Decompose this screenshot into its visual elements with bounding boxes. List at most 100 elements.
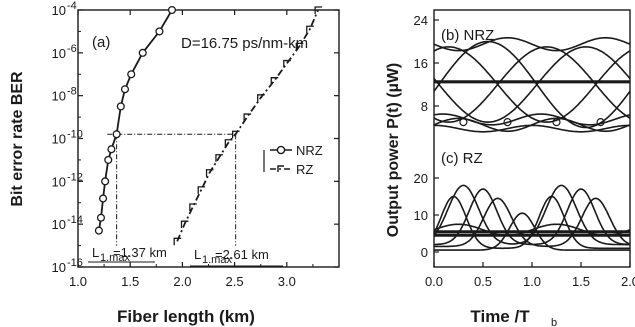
nrz-eye-trace: [433, 46, 631, 123]
rz-data-point: [197, 186, 206, 194]
rz-eye-trace: [434, 212, 630, 251]
eye-x-tick-label: 2.0: [621, 274, 635, 289]
rz-data-point: [257, 94, 265, 102]
rz-data-point: [283, 59, 291, 68]
rz-data-point: [306, 25, 314, 34]
nrz-length-annotation: =1.37 km: [113, 245, 167, 260]
ber-y-tick-exponent: -10: [67, 129, 83, 141]
rz-y-tick-label: 10: [414, 208, 428, 223]
rz-eye-trace: [434, 197, 631, 248]
rz-length-annotation: =2.61 km: [215, 247, 269, 262]
nrz-eye-trace: [433, 36, 631, 52]
panel-b-label: (b) NRZ: [441, 27, 494, 44]
rz-data-point: [231, 130, 240, 139]
nrz-eye-marker: [552, 118, 561, 127]
panel-a-label: (a): [92, 34, 110, 51]
ber-y-tick-label: 10: [52, 260, 66, 275]
ber-y-tick-label: 10: [52, 89, 66, 104]
ber-x-axis-title: Fiber length (km): [117, 307, 255, 326]
rz-y-tick-label: 0: [421, 245, 428, 260]
rz-length-symbol: L: [194, 247, 201, 262]
eye-x-axis-title: Time /T: [470, 307, 530, 326]
nrz-y-tick-label: 16: [414, 56, 428, 71]
rz-data-point: [173, 237, 182, 246]
ber-x-ticks: 1.0 1.5 2.0 2.5 3.0: [69, 10, 314, 289]
nrz-data-point: [120, 85, 130, 94]
eye-ticks: 24 16 8 20 10 0 0.0 0.5 1.0 1.5 2.0: [414, 13, 635, 289]
dispersion-annotation: D=16.75 ps/nm-km: [181, 35, 308, 52]
ber-y-tick-exponent: -4: [67, 0, 77, 12]
ber-y-tick-label: 10: [52, 46, 66, 61]
nrz-eye-trace: [433, 46, 631, 123]
nrz-data-point: [99, 194, 108, 203]
ber-x-tick-label: 2.5: [226, 274, 244, 289]
ber-series: [94, 5, 323, 246]
eye-x-axis-subscript: b: [551, 317, 557, 327]
ber-y-tick-exponent: -14: [67, 214, 83, 226]
ber-y-tick-label: 10: [52, 3, 66, 18]
ber-x-tick-label: 2.0: [173, 274, 191, 289]
series-line-rz: [176, 9, 319, 242]
nrz-data-point: [94, 226, 103, 235]
nrz-y-tick-label: 8: [421, 99, 428, 114]
eye-diagram-panel: 24 16 8 20 10 0 0.0 0.5 1.0 1.5 2.0 (b) NRZ (c) RZ…: [385, 9, 635, 327]
nrz-eye-marker: [596, 118, 605, 127]
nrz-data-point: [96, 213, 106, 222]
nrz-length-sub: 1.max: [100, 252, 130, 264]
legend-rz-marker: [277, 165, 284, 172]
nrz-eye-marker: [503, 118, 512, 127]
ber-y-tick-exponent: -16: [67, 257, 83, 269]
ber-y-tick-exponent: -6: [67, 43, 77, 55]
legend-rz-label: RZ: [296, 162, 313, 177]
nrz-data-point: [104, 155, 113, 164]
nrz-data-point: [127, 70, 136, 79]
panel-c-label: (c) RZ: [441, 150, 483, 167]
legend-nrz-label: NRZ: [296, 143, 323, 158]
nrz-y-tick-label: 24: [414, 13, 428, 28]
ber-y-tick-exponent: -12: [67, 171, 83, 183]
ber-x-tick-label: 3.0: [278, 274, 296, 289]
ber-y-axis-title: Bit error rate BER: [9, 71, 26, 207]
nrz-data-point: [116, 102, 125, 111]
nrz-data-point: [107, 145, 116, 154]
rz-length-sub: 1.max: [202, 254, 232, 266]
rz-eye-trace: [433, 223, 631, 237]
rz-data-point: [205, 169, 214, 177]
nrz-data-point: [138, 48, 147, 57]
rz-data-point: [189, 203, 197, 212]
rz-eye-trace: [433, 184, 630, 246]
legend: NRZ RZ: [263, 143, 323, 177]
eye-traces: [433, 36, 631, 251]
ber-x-tick-label: 1.0: [69, 274, 87, 289]
eye-x-tick-label: 0.0: [425, 274, 443, 289]
ber-y-tick-label: 10: [52, 132, 66, 147]
rz-data-point: [295, 42, 304, 51]
eye-x-tick-label: 1.0: [523, 274, 541, 289]
nrz-data-point: [101, 177, 110, 186]
eye-x-tick-label: 0.5: [474, 274, 492, 289]
rz-eye-trace: [433, 195, 630, 250]
rz-data-point: [270, 77, 279, 85]
eye-x-tick-label: 1.5: [572, 274, 590, 289]
ber-y-tick-label: 10: [52, 174, 66, 189]
reference-lines: [107, 133, 237, 246]
eye-plot-frame: [433, 9, 631, 268]
rz-data-point: [215, 154, 223, 162]
rz-data-point: [243, 113, 252, 122]
nrz-eye-trace: [433, 124, 631, 133]
nrz-data-point: [112, 130, 121, 139]
ber-y-tick-label: 10: [52, 217, 66, 232]
ber-y-tick-exponent: -8: [67, 86, 77, 98]
ber-x-tick-label: 1.5: [121, 274, 139, 289]
nrz-data-point: [155, 27, 164, 36]
rz-data-point: [314, 6, 323, 14]
nrz-eye-trace: [433, 46, 631, 123]
nrz-length-symbol: L: [92, 245, 99, 260]
nrz-eye-marker: [459, 118, 468, 127]
rz-data-point: [224, 139, 233, 147]
nrz-data-point: [167, 5, 177, 15]
rz-y-tick-label: 20: [414, 171, 428, 186]
